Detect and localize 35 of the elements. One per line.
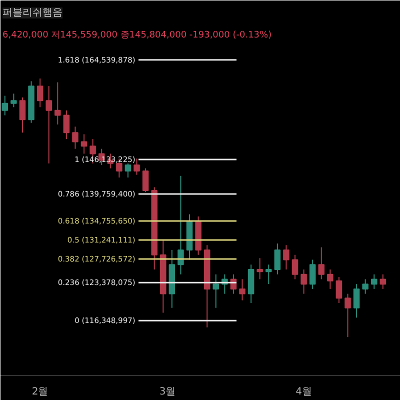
candlestick xyxy=(134,158,140,176)
candlestick xyxy=(54,82,61,125)
candlestick xyxy=(292,254,298,280)
candlestick xyxy=(380,274,386,290)
candlestick xyxy=(212,274,220,308)
candlestick xyxy=(72,126,78,150)
candlestick xyxy=(336,276,342,304)
candlestick xyxy=(2,95,8,116)
candlestick xyxy=(309,259,316,290)
candlestick xyxy=(142,168,149,193)
candlestick xyxy=(10,93,17,108)
candlestick xyxy=(178,175,184,275)
candlestick xyxy=(46,86,52,164)
x-tick-label: 4월 xyxy=(296,386,312,398)
candlestick xyxy=(318,246,325,280)
x-tick-label: 2월 xyxy=(32,386,48,398)
candlestick xyxy=(344,293,351,338)
candlestick xyxy=(256,258,263,280)
candlestick xyxy=(63,110,70,140)
candlestick xyxy=(283,244,290,270)
candlestick xyxy=(265,264,272,285)
candlestick xyxy=(80,134,88,154)
text: 6,420,000 저145,559,000 종145,804,000 -193,000 (-0.13%) xyxy=(2,30,272,40)
candlestick xyxy=(19,96,26,134)
candlestick xyxy=(239,278,246,301)
candlestick xyxy=(274,243,281,275)
candlestick xyxy=(124,162,132,178)
text: 퍼블리쉬햄음 xyxy=(2,8,62,18)
candlestick xyxy=(362,278,368,294)
candlestick xyxy=(36,78,44,108)
candlestick xyxy=(370,274,378,290)
x-tick-label: 3월 xyxy=(159,386,176,398)
candlestick xyxy=(300,268,307,294)
candlestick xyxy=(327,268,334,290)
candlestick xyxy=(353,284,360,318)
